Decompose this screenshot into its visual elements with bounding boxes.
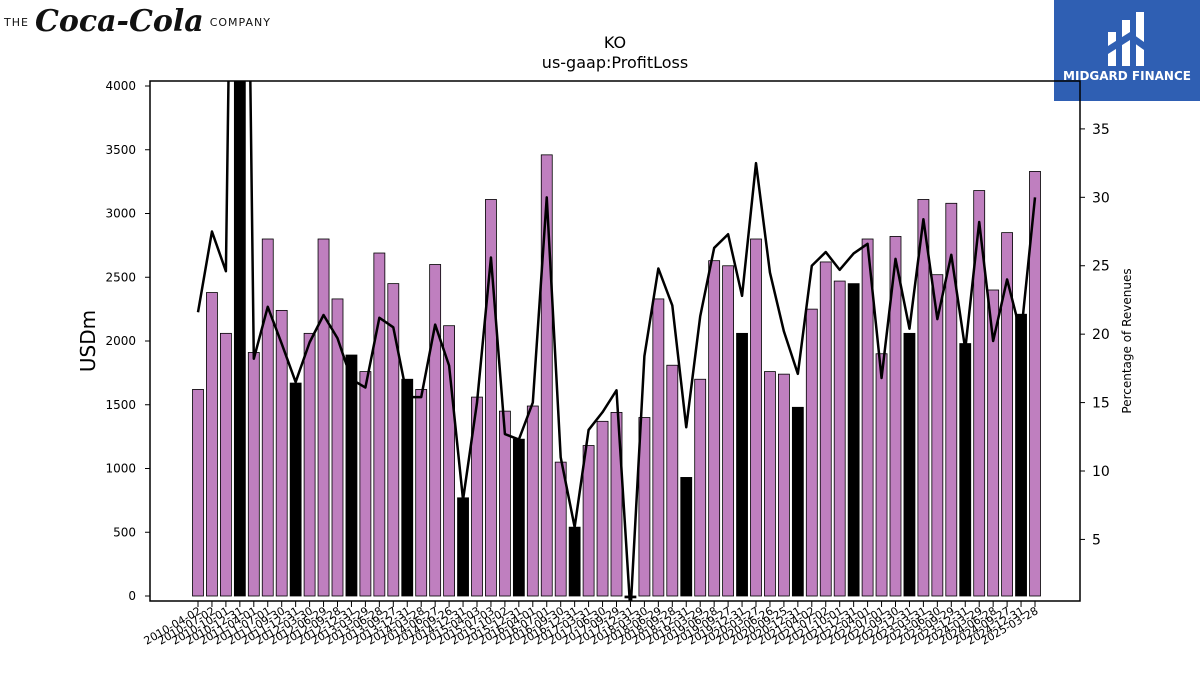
y-tick-label: 1000 xyxy=(105,462,136,476)
bar-2019-09-27 xyxy=(722,265,734,597)
midgard-finance-name: MIDGARD FINANCE xyxy=(1063,69,1191,83)
bar-2016-12-31 xyxy=(568,526,581,597)
bar-2023-09-29 xyxy=(945,202,958,597)
bar-2019-06-28 xyxy=(708,260,721,597)
y2-tick-label: 5 xyxy=(1092,532,1101,548)
y-tick-label: 500 xyxy=(113,525,136,539)
y-axis-label: USDm xyxy=(76,310,100,372)
bar-2011-12-31 xyxy=(289,382,302,597)
bar-2023-12-31 xyxy=(959,343,972,597)
bar-2014-03-28 xyxy=(415,389,428,597)
y2-tick-label: 15 xyxy=(1092,396,1110,412)
bar-2017-09-29 xyxy=(610,411,623,597)
bar-2020-03-27 xyxy=(750,238,762,597)
midgard-mark-icon xyxy=(1108,12,1144,66)
bar-2017-03-31 xyxy=(582,445,595,597)
bar-2012-12-31 xyxy=(345,354,358,597)
y-tick-label: 4000 xyxy=(105,79,136,93)
midgard-finance-logo: MIDGARD FINANCE xyxy=(1054,0,1200,101)
bar-2022-12-31 xyxy=(903,332,916,597)
logo-script: Coca-Cola xyxy=(34,4,204,39)
bar-2017-06-30 xyxy=(596,420,609,597)
bar-2022-04-01 xyxy=(861,238,874,597)
bar-2011-07-01 xyxy=(261,238,274,597)
bar-2021-10-01 xyxy=(833,280,846,597)
coca-cola-logo: THE Coca-Cola COMPANY xyxy=(4,2,271,42)
bar-2011-04-01 xyxy=(247,352,260,597)
bar-2016-07-01 xyxy=(540,154,553,597)
bar-2014-12-31 xyxy=(457,497,469,597)
bar-2023-03-31 xyxy=(917,199,930,597)
bar-2018-06-29 xyxy=(652,298,665,597)
bar-2021-07-02 xyxy=(819,261,832,597)
percent-of-revenues-line xyxy=(196,81,1037,601)
bar-2021-12-31 xyxy=(847,283,860,597)
bar-2022-09-30 xyxy=(889,236,902,597)
bar-2013-09-27 xyxy=(387,283,400,597)
chart-subtitle: us-gaap:ProfitLoss xyxy=(542,53,688,72)
y-tick-label: 2000 xyxy=(105,334,136,348)
bar-2014-06-27 xyxy=(429,264,442,597)
y2-tick-label: 20 xyxy=(1092,327,1110,343)
y-tick-label: 0 xyxy=(128,589,136,603)
y2-tick-label: 30 xyxy=(1092,190,1110,206)
bar-2025-03-28 xyxy=(1029,171,1041,597)
bar-2020-09-25 xyxy=(778,373,790,597)
bar-2019-03-29 xyxy=(694,378,707,597)
y-tick-label: 2500 xyxy=(105,270,136,284)
y-tick-label: 3500 xyxy=(105,143,136,157)
bar-2013-06-28 xyxy=(373,252,386,597)
y2-tick-label: 25 xyxy=(1092,259,1110,275)
bar-2018-12-31 xyxy=(680,477,693,597)
bar-2020-12-31 xyxy=(791,406,804,597)
logo-suffix: COMPANY xyxy=(209,15,271,29)
bar-2016-04-01 xyxy=(526,405,539,597)
bar-2010-04-02 xyxy=(192,389,204,597)
bar-2015-10-02 xyxy=(498,410,511,597)
bar-2011-09-30 xyxy=(275,309,288,597)
bar-2010-10-01 xyxy=(219,332,232,597)
bar-2020-06-26 xyxy=(764,371,776,597)
bar-2013-12-31 xyxy=(401,378,414,597)
bar-2018-09-28 xyxy=(666,364,679,597)
chart-title: KO xyxy=(604,33,626,52)
bar-2015-07-03 xyxy=(485,199,497,597)
bar-2013-03-29 xyxy=(359,371,372,597)
bar-2015-12-31 xyxy=(512,438,525,597)
bar-2024-06-28 xyxy=(987,289,1000,597)
bar-2010-07-02 xyxy=(206,292,218,597)
plot-frame xyxy=(149,80,1081,602)
bar-2024-09-27 xyxy=(1001,232,1013,597)
bar-2018-03-30 xyxy=(638,417,651,597)
y-tick-label: 3000 xyxy=(105,207,136,221)
bar-2024-12-31 xyxy=(1015,313,1027,597)
bar-2012-03-30 xyxy=(303,332,316,597)
bar-2012-09-28 xyxy=(331,298,344,597)
y2-tick-label: 35 xyxy=(1092,122,1110,138)
bar-2022-07-01 xyxy=(875,353,888,597)
bar-2012-06-29 xyxy=(317,238,330,597)
bar-2014-09-26 xyxy=(443,325,456,597)
y2-axis-label: Percentage of Revenues xyxy=(1120,268,1134,413)
bar-2019-12-31 xyxy=(736,332,748,597)
logo-prefix: THE xyxy=(4,15,29,29)
y2-tick-label: 10 xyxy=(1092,464,1110,480)
bar-2024-03-29 xyxy=(973,190,986,597)
y-tick-label: 1500 xyxy=(105,398,136,412)
bar-2023-06-30 xyxy=(931,274,944,597)
bar-2021-04-02 xyxy=(805,308,818,597)
bar-2010-12-31 xyxy=(233,81,246,597)
